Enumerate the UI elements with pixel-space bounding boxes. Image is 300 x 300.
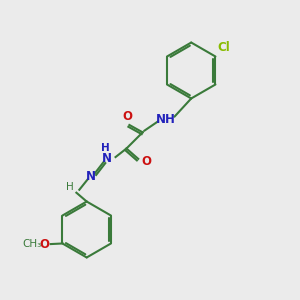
Text: Cl: Cl xyxy=(218,40,231,54)
Text: N: N xyxy=(86,170,96,183)
Text: O: O xyxy=(142,155,152,168)
Text: O: O xyxy=(122,110,132,123)
Text: NH: NH xyxy=(156,112,176,126)
Text: H: H xyxy=(66,182,74,192)
Text: CH₃: CH₃ xyxy=(22,239,41,249)
Text: O: O xyxy=(39,238,49,250)
Text: N: N xyxy=(102,152,112,165)
Text: H: H xyxy=(101,143,110,153)
